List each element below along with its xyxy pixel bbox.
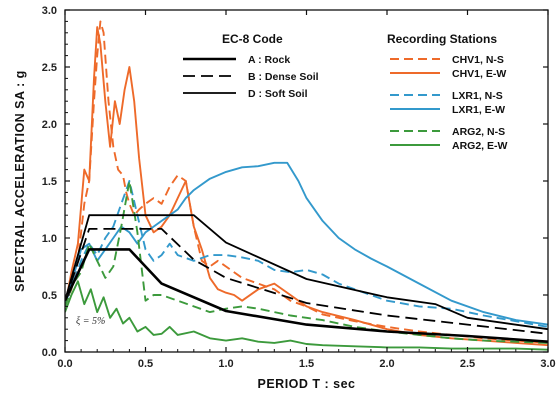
legend-stations-title: Recording Stations [387,32,497,46]
code-line-d-soft-soil [65,214,548,331]
x-tick-label: 1.0 [218,358,233,370]
x-axis-title: PERIOD T : sec [258,377,356,391]
legend-station-label: CHV1, N-S [452,54,504,66]
legend-ec8-title: EC-8 Code [222,32,283,46]
y-tick-label: 1.5 [42,176,57,188]
legend-station-label: LXR1, E-W [452,104,505,116]
legend-code-label: D : Soft Soil [248,88,308,100]
y-tick-label: 2.0 [42,119,57,131]
legend-code-label: A : Rock [248,54,290,66]
y-tick-label: 2.5 [42,62,57,74]
x-tick-label: 3.0 [540,358,555,370]
series-line-chv1-e-w [65,26,548,347]
ticks-layer: 0.0 0.5 1.0 1.5 2.0 2.5 3.0 0.0 0.5 1.0 1.5 2.0 2.5 3… [42,5,556,370]
y-tick-label: 3.0 [42,5,57,17]
damping-annotation: ξ = 5% [76,316,105,327]
x-tick-label: 0.5 [138,358,153,370]
legend: A : Rock B : Dense Soil D : Soft Soil CHV1,… [183,54,508,152]
legend-code-label: B : Dense Soil [248,71,319,83]
x-tick-label: 0.0 [57,358,72,370]
code-line-b-dense-soil [65,228,548,335]
series-layer [65,20,548,351]
y-axis-title: SPECTRAL ACCELERATION SA : g [13,70,27,292]
series-line-lxr1-e-w [65,161,548,326]
series-line-arg2-e-w [65,280,548,351]
y-tick-label: 0.0 [42,347,57,359]
legend-station-label: LXR1, N-S [452,90,503,102]
code-line-a-rock [65,248,548,343]
y-tick-label: 0.5 [42,290,57,302]
legend-station-label: ARG2, E-W [452,140,508,152]
legend-station-label: ARG2, N-S [452,126,505,138]
x-tick-label: 2.0 [379,358,394,370]
x-tick-label: 2.5 [460,358,475,370]
y-tick-label: 1.0 [42,233,57,245]
x-tick-label: 1.5 [299,358,314,370]
legend-station-label: CHV1, E-W [452,68,506,80]
series-line-lxr1-n-s [65,180,548,328]
